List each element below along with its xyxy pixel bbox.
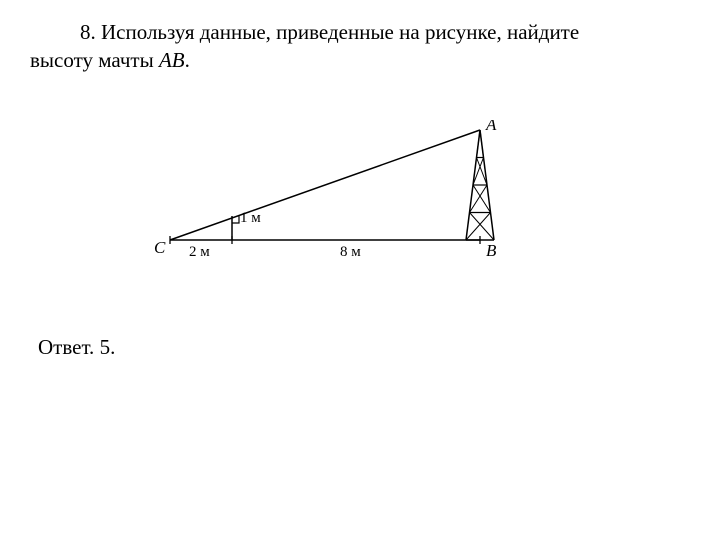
label-A: A [485, 120, 497, 134]
label-8m: 8 м [340, 244, 361, 260]
label-B: B [486, 241, 497, 260]
problem-statement: 8. Используя данные, приведенные на рису… [30, 18, 690, 75]
label-1m: 1 м [240, 210, 261, 226]
label-C: C [154, 238, 166, 257]
problem-number: 8. [80, 20, 96, 44]
problem-period: . [185, 48, 190, 72]
label-2m: 2 м [189, 244, 210, 260]
answer-label: Ответ. [38, 335, 94, 359]
answer-value: 5 [100, 335, 111, 359]
geometry-diagram: A B C 1 м 2 м 8 м [140, 120, 520, 270]
mast-label: AB [159, 48, 185, 72]
answer: Ответ. 5. [38, 335, 115, 360]
answer-period: . [110, 335, 115, 359]
problem-line1: Используя данные, приведенные на рисунке… [101, 20, 579, 44]
problem-line2: высоту мачты [30, 48, 159, 72]
